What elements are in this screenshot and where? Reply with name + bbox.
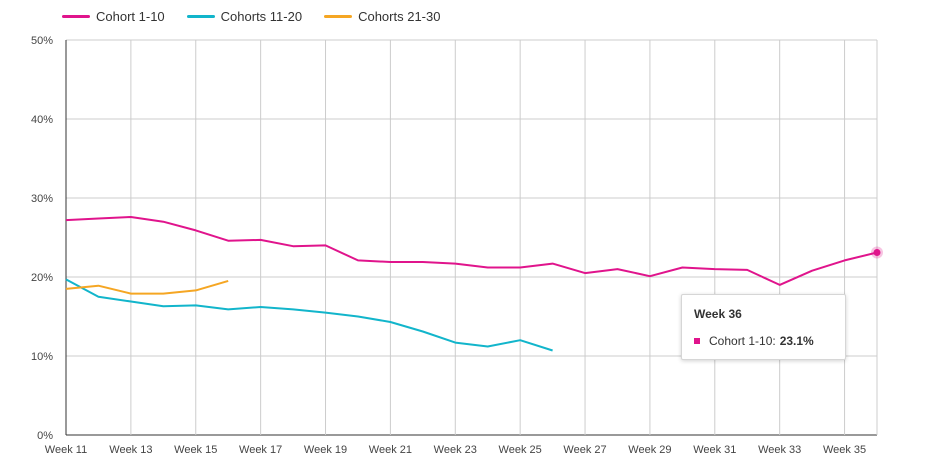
legend-label: Cohorts 11-20 [220, 9, 303, 24]
x-tick-label: Week 21 [369, 444, 412, 456]
chart-tooltip: Week 36 Cohort 1-10: 23.1% [681, 294, 846, 360]
x-tick-label: Week 19 [304, 444, 347, 456]
tooltip-row: Cohort 1-10: 23.1% [694, 334, 833, 348]
data-point-highlighted [873, 249, 881, 257]
legend-swatch-cohorts-21-30 [324, 15, 353, 18]
x-tick-label: Week 29 [628, 444, 671, 456]
x-tick-label: Week 23 [434, 444, 477, 456]
legend-item-cohorts-11-20[interactable]: Cohorts 11-20 [186, 9, 303, 24]
x-tick-label: Week 33 [758, 444, 801, 456]
y-tick-label: 20% [31, 272, 53, 284]
y-tick-label: 30% [31, 193, 53, 205]
x-tick-label: Week 31 [693, 444, 736, 456]
legend-swatch-cohorts-11-20 [186, 15, 215, 18]
chart-series-lines [65, 216, 878, 352]
legend-item-cohort-1-10[interactable]: Cohort 1-10 [62, 9, 165, 24]
y-tick-label: 50% [31, 35, 53, 47]
y-axis-tick-labels: 0% 10% 20% 30% 40% 50% [31, 35, 53, 442]
series-line [65, 278, 553, 352]
x-tick-label: Week 27 [563, 444, 606, 456]
chart-legend: Cohort 1-10 Cohorts 11-20 Cohorts 21-30 [62, 9, 462, 24]
legend-item-cohorts-21-30[interactable]: Cohorts 21-30 [324, 9, 440, 24]
x-tick-label: Week 17 [239, 444, 282, 456]
legend-label: Cohort 1-10 [96, 9, 165, 24]
series-line [65, 279, 229, 295]
y-tick-label: 10% [31, 351, 53, 363]
tooltip-value: 23.1% [779, 334, 814, 348]
tooltip-series-swatch [694, 338, 700, 344]
chart-points [871, 246, 883, 259]
y-tick-label: 0% [37, 430, 53, 442]
tooltip-series-label: Cohort 1-10: [709, 334, 776, 348]
legend-swatch-cohort-1-10 [62, 15, 90, 18]
chart-grid [65, 39, 878, 436]
tooltip-title: Week 36 [694, 307, 742, 321]
x-tick-label: Week 35 [823, 444, 866, 456]
series-line [65, 216, 878, 286]
x-axis-tick-labels: Week 11 Week 13 Week 15 Week 17 Week 19 Week … [45, 444, 866, 456]
x-tick-label: Week 13 [109, 444, 152, 456]
x-tick-label: Week 11 [45, 444, 87, 456]
y-tick-label: 40% [31, 114, 53, 126]
x-tick-label: Week 25 [499, 444, 542, 456]
legend-label: Cohorts 21-30 [358, 9, 441, 24]
x-tick-label: Week 15 [174, 444, 217, 456]
